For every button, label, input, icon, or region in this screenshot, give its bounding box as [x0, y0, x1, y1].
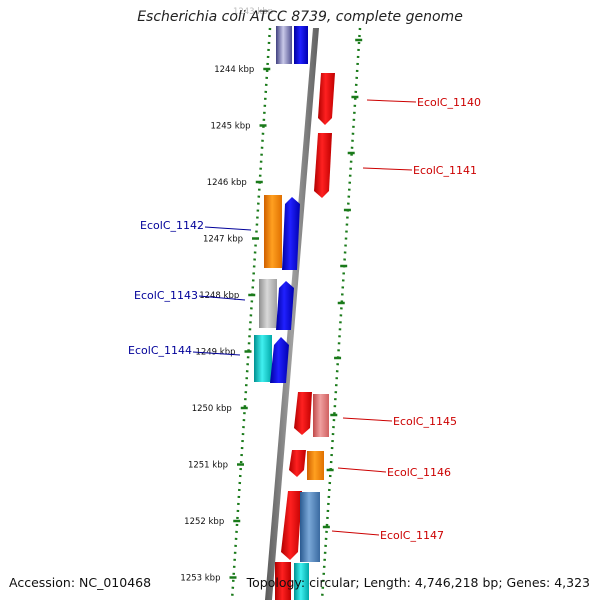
gene-pink-1250[interactable]: [313, 394, 329, 437]
gene-ecolc-1143[interactable]: [276, 281, 294, 330]
leader-line-ecolc-1142: [204, 226, 252, 231]
leader-line-ecolc-1140: [366, 99, 417, 103]
gene-gray-1248[interactable]: [259, 279, 277, 328]
guide-line-left: [230, 27, 272, 600]
gene-orange-1247[interactable]: [264, 195, 282, 268]
gene-label-ecolc-1140[interactable]: EcolC_1140: [417, 96, 481, 109]
gene-label-ecolc-1143[interactable]: EcolC_1143: [134, 289, 198, 302]
gene-orange-1251[interactable]: [307, 451, 324, 480]
leader-line-ecolc-1143: [198, 295, 246, 301]
scale-ticks: 1243 kbp 1244 kbp 1245 kbp 1246 kbp 1247 kbp…: [180, 7, 363, 584]
scale-tick-label: 1252 kbp: [184, 517, 224, 527]
scale-tick-label: 1253 kbp: [180, 574, 220, 584]
scale-tick-label: 1249 kbp: [195, 348, 235, 358]
gene-cyan-1249[interactable]: [254, 335, 272, 382]
leader-line-ecolc-1141: [362, 167, 413, 171]
gene-ecolc-1144[interactable]: [270, 337, 289, 383]
gene-ecolc-1141[interactable]: [314, 133, 332, 198]
leader-line-ecolc-1144: [192, 351, 241, 356]
accession-text: Accession: NC_010468: [9, 575, 152, 590]
gene-label-ecolc-1141[interactable]: EcolC_1141: [413, 164, 477, 177]
gene-top-blue[interactable]: [294, 26, 308, 64]
gene-label-ecolc-1145[interactable]: EcolC_1145: [393, 415, 457, 428]
gene-ecolc-1140[interactable]: [318, 73, 335, 125]
topology-text: Topology: circular; Length: 4,746,218 bp…: [246, 575, 590, 590]
scale-tick-label: 1250 kbp: [192, 404, 232, 414]
gene-steel-1252[interactable]: [300, 492, 320, 562]
scale-tick-label: 1244 kbp: [214, 65, 254, 75]
gene-ecolc-1147[interactable]: [281, 491, 302, 560]
guide-line-right: [320, 27, 362, 600]
gene-label-ecolc-1144[interactable]: EcolC_1144: [128, 344, 192, 357]
leader-line-ecolc-1147: [331, 530, 380, 536]
gene-top-navy[interactable]: [276, 26, 292, 64]
gene-ecolc-1146[interactable]: [289, 450, 306, 477]
leader-line-ecolc-1145: [342, 417, 393, 422]
genome-title: Escherichia coli ATCC 8739, complete gen…: [137, 9, 463, 25]
scale-tick-label: 1248 kbp: [199, 291, 239, 301]
scale-tick-label: 1245 kbp: [210, 122, 250, 132]
gene-bottom-cyan[interactable]: [294, 563, 309, 600]
scale-tick-label: 1246 kbp: [207, 178, 247, 188]
scale-tick-label: 1247 kbp: [203, 235, 243, 245]
gene-label-ecolc-1142[interactable]: EcolC_1142: [140, 219, 204, 232]
gene-label-ecolc-1147[interactable]: EcolC_1147: [380, 529, 444, 542]
scale-tick-label: 1251 kbp: [188, 461, 228, 471]
scale-tick-label-partial: 1243 kbp: [233, 7, 273, 17]
gene-bottom-red[interactable]: [275, 562, 291, 600]
leader-line-ecolc-1146: [337, 467, 387, 473]
gene-label-ecolc-1146[interactable]: EcolC_1146: [387, 466, 451, 479]
gene-ecolc-1145[interactable]: [294, 392, 312, 435]
gene-ecolc-1142[interactable]: [282, 197, 300, 270]
